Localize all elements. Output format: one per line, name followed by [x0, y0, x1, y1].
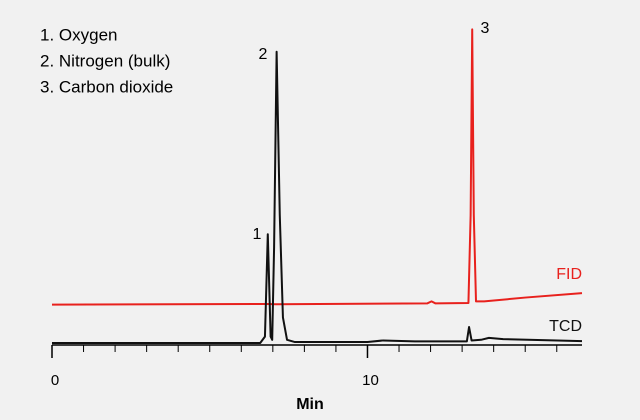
x-tick-label: 0 [51, 372, 59, 389]
legend-item: 2. Nitrogen (bulk) [40, 51, 170, 70]
peak-annotation: 2 [259, 46, 268, 63]
peak-annotation: 1 [253, 226, 262, 243]
legend-item: 1. Oxygen [40, 25, 118, 44]
peak-annotation: 3 [481, 20, 490, 37]
x-axis-label: Min [296, 396, 324, 413]
series-label: TCD [549, 318, 582, 335]
series-line [52, 50, 583, 344]
series-line [51, 28, 583, 306]
series-label: FID [556, 266, 582, 283]
legend-item: 3. Carbon dioxide [40, 77, 173, 96]
x-tick-label: 10 [362, 372, 379, 389]
